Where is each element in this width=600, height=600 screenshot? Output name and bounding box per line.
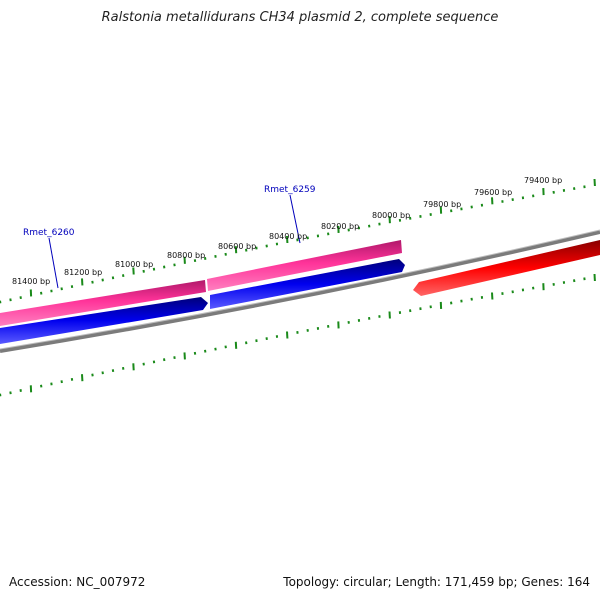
scale-label: 80600 bp: [218, 242, 256, 251]
scale-label: 80800 bp: [167, 251, 205, 260]
outer-scale-ticks: [0, 178, 596, 304]
gene-arrow-blue-left[interactable]: [0, 297, 208, 344]
label-connector-rmet-6260: [48, 237, 59, 289]
scale-label: 80400 bp: [269, 232, 307, 241]
scale-label: 79600 bp: [474, 188, 512, 197]
sequence-backbone-highlight: [0, 229, 600, 350]
scale-label: 81000 bp: [115, 260, 153, 269]
scale-label: 79400 bp: [524, 176, 562, 185]
scale-label: 81400 bp: [12, 277, 50, 286]
map-title: Ralstonia metallidurans CH34 plasmid 2, …: [101, 10, 499, 25]
gene-rmet-6259-forward[interactable]: [207, 240, 402, 291]
scale-label: 81200 bp: [64, 268, 102, 277]
label-connector-rmet-6259: [289, 194, 301, 244]
scale-label: 80000 bp: [372, 211, 410, 220]
gene-label-rmet-6260[interactable]: Rmet_6260: [23, 228, 75, 238]
gene-rmet-6260-forward[interactable]: [0, 280, 206, 326]
inner-scale-ticks: [0, 273, 596, 397]
accession-text: Accession: NC_007972: [9, 575, 146, 589]
scale-label: 79800 bp: [423, 200, 461, 209]
gene-arrow-blue-right[interactable]: [210, 259, 405, 309]
scale-label: 80200 bp: [321, 222, 359, 231]
sequence-summary-text: Topology: circular; Length: 171,459 bp; …: [283, 575, 590, 589]
gene-label-rmet-6259[interactable]: Rmet_6259: [264, 185, 316, 195]
gene-arrow-red[interactable]: [413, 240, 600, 296]
sequence-backbone: [0, 230, 600, 353]
